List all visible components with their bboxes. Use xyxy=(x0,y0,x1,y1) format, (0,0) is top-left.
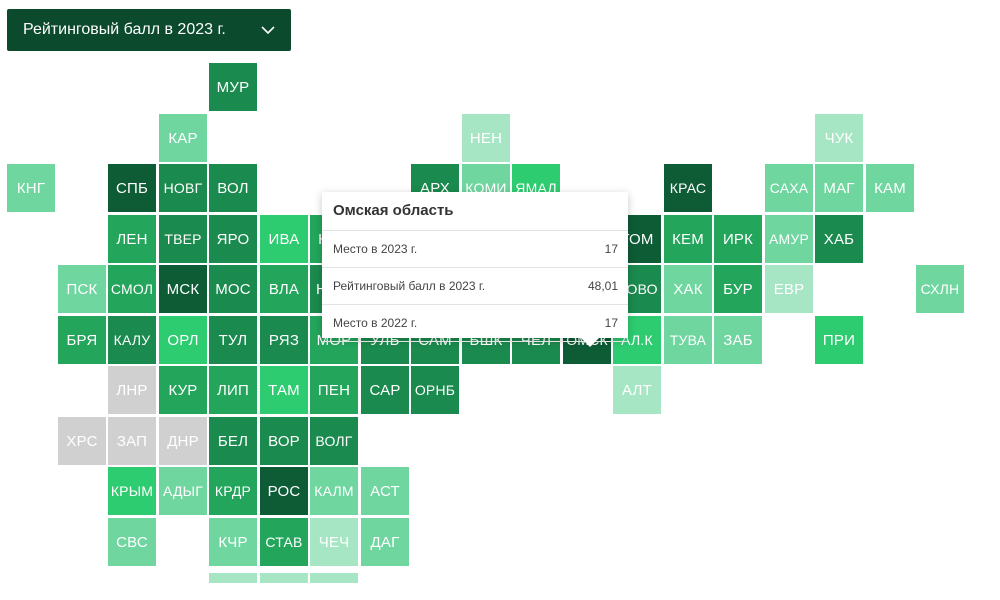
tooltip-row-label: Место в 2023 г. xyxy=(333,242,418,256)
tooltip-title: Омская область xyxy=(322,192,628,231)
region-tile[interactable]: КНГ xyxy=(7,164,55,212)
region-tile[interactable]: САР xyxy=(361,366,409,414)
region-tile[interactable]: ЧУК xyxy=(815,114,863,162)
region-tile[interactable]: СВС xyxy=(108,518,156,566)
region-tile[interactable]: КАЛМ xyxy=(310,467,358,515)
region-tile[interactable]: СТАВ xyxy=(260,518,308,566)
region-tile[interactable]: ХАБ xyxy=(815,215,863,263)
region-tile[interactable]: МСК xyxy=(159,265,207,313)
region-tile[interactable]: ВОЛГ xyxy=(310,417,358,465)
dropdown-label: Рейтинговый балл в 2023 г. xyxy=(23,21,226,38)
region-tile[interactable] xyxy=(209,573,257,583)
region-tile[interactable]: ЯРО xyxy=(209,215,257,263)
region-tile[interactable]: ДАГ xyxy=(361,518,409,566)
region-tile[interactable]: ПРИ xyxy=(815,316,863,364)
region-tile[interactable]: БРЯ xyxy=(58,316,106,364)
region-tile[interactable] xyxy=(310,573,358,583)
region-tile[interactable]: ОРЛ xyxy=(159,316,207,364)
region-tile[interactable]: РЯЗ xyxy=(260,316,308,364)
region-tile[interactable]: КРАС xyxy=(664,164,712,212)
region-tile[interactable]: СМОЛ xyxy=(108,265,156,313)
region-tile[interactable]: ПСК xyxy=(58,265,106,313)
region-tile[interactable]: БЕЛ xyxy=(209,417,257,465)
region-tile[interactable]: КУР xyxy=(159,366,207,414)
region-tile[interactable]: ТАМ xyxy=(260,366,308,414)
tooltip-row-label: Рейтинговый балл в 2023 г. xyxy=(333,279,486,293)
region-tile[interactable]: ТВЕР xyxy=(159,215,207,263)
region-tile[interactable] xyxy=(260,573,308,583)
region-tile[interactable]: ЧЕЧ xyxy=(310,518,358,566)
region-tile[interactable]: ТУЛ xyxy=(209,316,257,364)
region-tile[interactable]: РОС xyxy=(260,467,308,515)
region-tile[interactable]: КЧР xyxy=(209,518,257,566)
region-tile[interactable]: СПБ xyxy=(108,164,156,212)
region-tile[interactable]: БУР xyxy=(714,265,762,313)
region-tile[interactable]: ХРС xyxy=(58,417,106,465)
tooltip-row-value: 48,01 xyxy=(587,279,618,293)
region-tile[interactable]: МАГ xyxy=(815,164,863,212)
region-tile[interactable]: НОВГ xyxy=(159,164,207,212)
region-tile[interactable]: КАЛУ xyxy=(108,316,156,364)
tooltip-row-place-2022: Место в 2022 г. 17 xyxy=(322,305,628,342)
region-tile[interactable]: АМУР xyxy=(765,215,813,263)
region-tile[interactable]: ЛЕН xyxy=(108,215,156,263)
region-tile[interactable]: МУР xyxy=(209,63,257,111)
region-tile[interactable]: ТУВА xyxy=(664,316,712,364)
region-tile[interactable]: МОС xyxy=(209,265,257,313)
tooltip-pointer xyxy=(580,337,600,347)
chevron-down-icon xyxy=(261,26,275,35)
region-tile[interactable]: ИРК xyxy=(714,215,762,263)
region-tile[interactable]: СХЛН xyxy=(916,265,964,313)
tooltip-row-score-2023: Рейтинговый балл в 2023 г. 48,01 xyxy=(322,268,628,305)
region-tile[interactable]: ЛНР xyxy=(108,366,156,414)
region-tile[interactable]: АСТ xyxy=(361,467,409,515)
region-tile[interactable]: ВЛА xyxy=(260,265,308,313)
region-tooltip: Омская область Место в 2023 г. 17 Рейтин… xyxy=(322,192,628,347)
region-tile[interactable]: АЛТ xyxy=(613,366,661,414)
region-tile[interactable]: ЗАП xyxy=(108,417,156,465)
region-tile[interactable]: КЕМ xyxy=(664,215,712,263)
region-tile[interactable]: ИВА xyxy=(260,215,308,263)
region-tile[interactable]: АДЫГ xyxy=(159,467,207,515)
tooltip-row-value: 17 xyxy=(604,316,618,330)
region-tile[interactable]: КРЫМ xyxy=(108,467,156,515)
region-tile[interactable]: ВОЛ xyxy=(209,164,257,212)
region-tile[interactable]: КРДР xyxy=(209,467,257,515)
region-tile[interactable]: САХА xyxy=(765,164,813,212)
region-tile[interactable]: ПЕН xyxy=(310,366,358,414)
tooltip-row-place-2023: Место в 2023 г. 17 xyxy=(322,231,628,268)
region-tile[interactable]: ЕВР xyxy=(765,265,813,313)
region-tile[interactable]: НЕН xyxy=(462,114,510,162)
region-tile[interactable]: ХАК xyxy=(664,265,712,313)
tooltip-row-value: 17 xyxy=(604,242,618,256)
region-tile[interactable]: ОРНБ xyxy=(411,366,459,414)
region-tile[interactable]: ВОР xyxy=(260,417,308,465)
region-tile[interactable]: ДНР xyxy=(159,417,207,465)
region-tile[interactable]: ЛИП xyxy=(209,366,257,414)
indicator-dropdown[interactable]: Рейтинговый балл в 2023 г. xyxy=(7,9,291,51)
region-tile[interactable]: КАМ xyxy=(866,164,914,212)
region-tile[interactable]: ЗАБ xyxy=(714,316,762,364)
tooltip-row-label: Место в 2022 г. xyxy=(333,316,418,330)
region-tile[interactable]: КАР xyxy=(159,114,207,162)
